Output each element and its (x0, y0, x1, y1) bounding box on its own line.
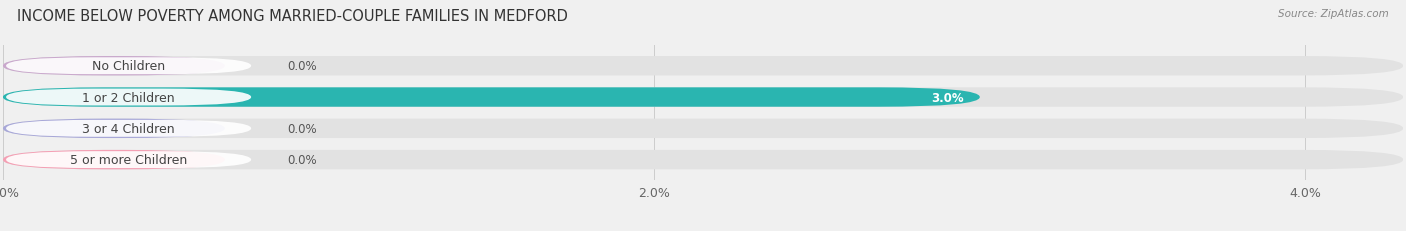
Text: 0.0%: 0.0% (287, 153, 316, 166)
FancyBboxPatch shape (3, 57, 225, 76)
FancyBboxPatch shape (3, 119, 225, 138)
FancyBboxPatch shape (3, 150, 225, 170)
Text: Source: ZipAtlas.com: Source: ZipAtlas.com (1278, 9, 1389, 19)
Text: 0.0%: 0.0% (287, 122, 316, 135)
Text: 5 or more Children: 5 or more Children (70, 153, 187, 166)
Text: 3 or 4 Children: 3 or 4 Children (83, 122, 174, 135)
FancyBboxPatch shape (3, 88, 980, 107)
Text: 3.0%: 3.0% (931, 91, 963, 104)
FancyBboxPatch shape (3, 57, 1403, 76)
FancyBboxPatch shape (6, 58, 252, 75)
Text: 0.0%: 0.0% (287, 60, 316, 73)
FancyBboxPatch shape (6, 89, 252, 106)
FancyBboxPatch shape (3, 88, 1403, 107)
FancyBboxPatch shape (6, 120, 252, 137)
FancyBboxPatch shape (3, 150, 1403, 170)
Text: INCOME BELOW POVERTY AMONG MARRIED-COUPLE FAMILIES IN MEDFORD: INCOME BELOW POVERTY AMONG MARRIED-COUPL… (17, 9, 568, 24)
FancyBboxPatch shape (6, 152, 252, 168)
FancyBboxPatch shape (3, 119, 1403, 138)
Text: No Children: No Children (91, 60, 165, 73)
Text: 1 or 2 Children: 1 or 2 Children (83, 91, 174, 104)
